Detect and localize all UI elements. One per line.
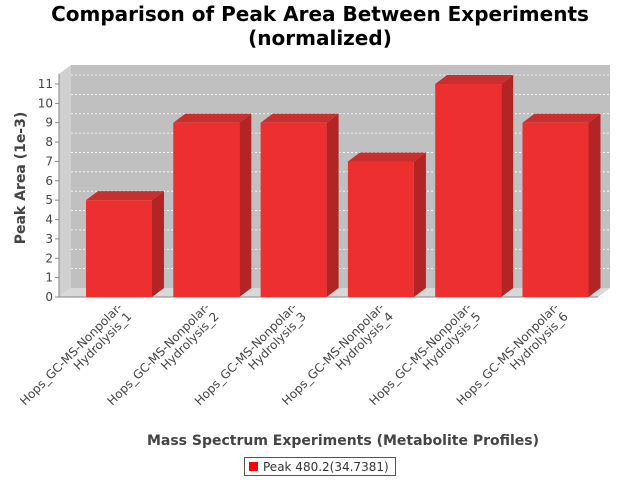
bar-top (347, 152, 426, 162)
chart-title-line1: Comparison of Peak Area Between Experime… (51, 2, 589, 26)
y-tick-label: 5 (45, 193, 53, 207)
plot-left-wall (59, 65, 71, 297)
bar (86, 200, 152, 297)
legend-label: Peak 480.2(34.7381) (263, 459, 389, 474)
y-tick-label: 3 (45, 232, 53, 246)
y-tick-label: 9 (45, 116, 53, 130)
y-tick-label: 7 (45, 154, 53, 168)
bar-top (260, 113, 339, 123)
bar-side (239, 113, 252, 298)
y-tick-label: 0 (45, 290, 53, 304)
bar-side (588, 113, 601, 298)
bar-side (501, 75, 514, 297)
y-tick-label: 11 (38, 77, 53, 91)
bar (435, 84, 502, 297)
chart-title-line2: (normalized) (248, 26, 392, 50)
y-tick-label: 10 (38, 96, 53, 110)
bar (522, 122, 589, 298)
bar-side (152, 191, 164, 297)
bar-top (435, 75, 514, 84)
bar-top (86, 191, 164, 201)
y-tick-label: 8 (45, 135, 53, 149)
bar-side (326, 113, 339, 298)
x-axis-title: Mass Spectrum Experiments (Metabolite Pr… (147, 433, 539, 449)
bar (173, 122, 240, 298)
legend-swatch (249, 462, 258, 471)
bar-top (173, 113, 252, 123)
bar (347, 161, 414, 297)
y-tick-label: 4 (45, 213, 53, 227)
y-tick-label: 6 (45, 174, 53, 188)
y-tick-label: 1 (45, 271, 53, 285)
y-axis-title: Peak Area (1e-3) (13, 112, 29, 245)
y-tick-label: 2 (45, 251, 53, 265)
bar-top (522, 113, 601, 123)
chart-title: Comparison of Peak Area Between Experime… (0, 2, 640, 50)
bar-side (413, 152, 426, 297)
bar (260, 122, 327, 298)
legend: Peak 480.2(34.7381) (244, 457, 396, 476)
